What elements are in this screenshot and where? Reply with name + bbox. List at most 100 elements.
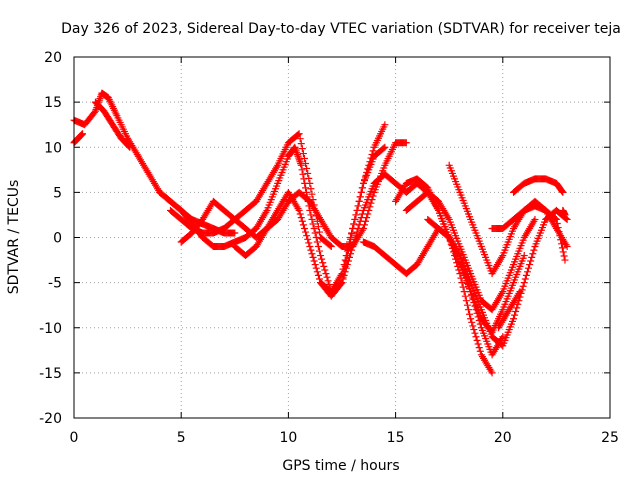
data-point — [302, 159, 310, 167]
data-point — [554, 224, 562, 232]
data-point — [347, 250, 355, 258]
data-point — [311, 229, 319, 237]
data-point — [520, 252, 528, 260]
data-point — [355, 197, 363, 205]
data-point — [381, 121, 389, 129]
data-point — [380, 144, 388, 152]
data-point — [348, 229, 356, 237]
data-point — [513, 304, 521, 312]
data-point — [527, 257, 535, 265]
data-point — [307, 211, 315, 219]
data-point — [297, 140, 305, 148]
data-point — [302, 188, 310, 196]
data-point — [488, 369, 496, 377]
data-point — [472, 306, 480, 314]
data-point — [367, 199, 375, 207]
data-point — [555, 228, 563, 236]
data-point — [352, 232, 360, 240]
data-point — [309, 220, 317, 228]
data-point — [476, 320, 484, 328]
data-point — [308, 190, 316, 198]
data-point — [126, 143, 134, 151]
y-tick-label: -5 — [48, 276, 62, 292]
data-point — [470, 298, 478, 306]
data-point — [302, 184, 310, 192]
data-layer — [70, 89, 571, 377]
data-point — [355, 221, 363, 229]
data-point — [308, 215, 316, 223]
data-point — [559, 248, 567, 256]
data-point — [561, 211, 569, 219]
data-point — [558, 244, 566, 252]
data-point — [473, 309, 481, 317]
data-point — [308, 250, 316, 258]
data-point — [529, 250, 537, 258]
data-point — [306, 243, 314, 251]
data-point — [305, 239, 313, 247]
data-point — [521, 275, 529, 283]
y-tick-label: 15 — [44, 95, 62, 111]
data-point — [553, 220, 561, 228]
data-point — [470, 326, 478, 334]
data-point — [511, 311, 519, 319]
data-point — [298, 166, 306, 174]
data-point — [519, 282, 527, 290]
data-point — [471, 329, 479, 337]
data-point — [299, 170, 307, 178]
data-point — [466, 284, 474, 292]
data-point — [476, 347, 484, 355]
x-tick-label: 15 — [387, 430, 405, 446]
data-point — [297, 214, 305, 222]
data-point — [559, 188, 567, 196]
data-point — [298, 217, 306, 225]
data-point — [340, 271, 348, 279]
data-point — [303, 164, 311, 172]
data-point — [381, 143, 389, 151]
data-point — [300, 155, 308, 163]
series-track-k — [445, 161, 571, 278]
data-point — [315, 228, 323, 236]
x-axis-label: GPS time / hours — [282, 458, 399, 474]
data-point — [466, 310, 474, 318]
series-track-o — [510, 175, 567, 196]
data-point — [522, 271, 530, 279]
data-point — [314, 223, 322, 231]
data-point — [357, 214, 365, 222]
data-point — [464, 306, 472, 314]
data-point — [314, 243, 322, 251]
data-point — [475, 317, 483, 325]
series-track-m — [359, 224, 507, 359]
data-point — [348, 246, 356, 254]
data-point — [295, 206, 303, 214]
y-tick-label: 20 — [44, 50, 62, 66]
data-point — [294, 131, 302, 139]
data-point — [358, 210, 366, 218]
data-point — [558, 187, 566, 195]
data-point — [343, 261, 351, 269]
data-point — [473, 336, 481, 344]
y-tick-label: -20 — [39, 411, 62, 427]
data-point — [296, 210, 304, 218]
data-point — [315, 275, 323, 283]
data-point — [520, 279, 528, 287]
data-point — [461, 292, 469, 300]
data-point — [562, 215, 570, 223]
data-point — [523, 268, 531, 276]
data-point — [346, 253, 354, 261]
data-point — [462, 273, 470, 281]
data-point — [341, 256, 349, 264]
data-point — [338, 279, 346, 287]
data-point — [353, 228, 361, 236]
data-point — [468, 318, 476, 326]
data-point — [125, 142, 133, 150]
data-point — [467, 288, 475, 296]
data-point — [313, 268, 321, 276]
data-point — [295, 130, 303, 138]
data-point — [469, 322, 477, 330]
data-point — [474, 340, 482, 348]
data-point — [560, 252, 568, 260]
data-point — [463, 301, 471, 309]
data-point — [350, 239, 358, 247]
data-point — [563, 215, 571, 223]
